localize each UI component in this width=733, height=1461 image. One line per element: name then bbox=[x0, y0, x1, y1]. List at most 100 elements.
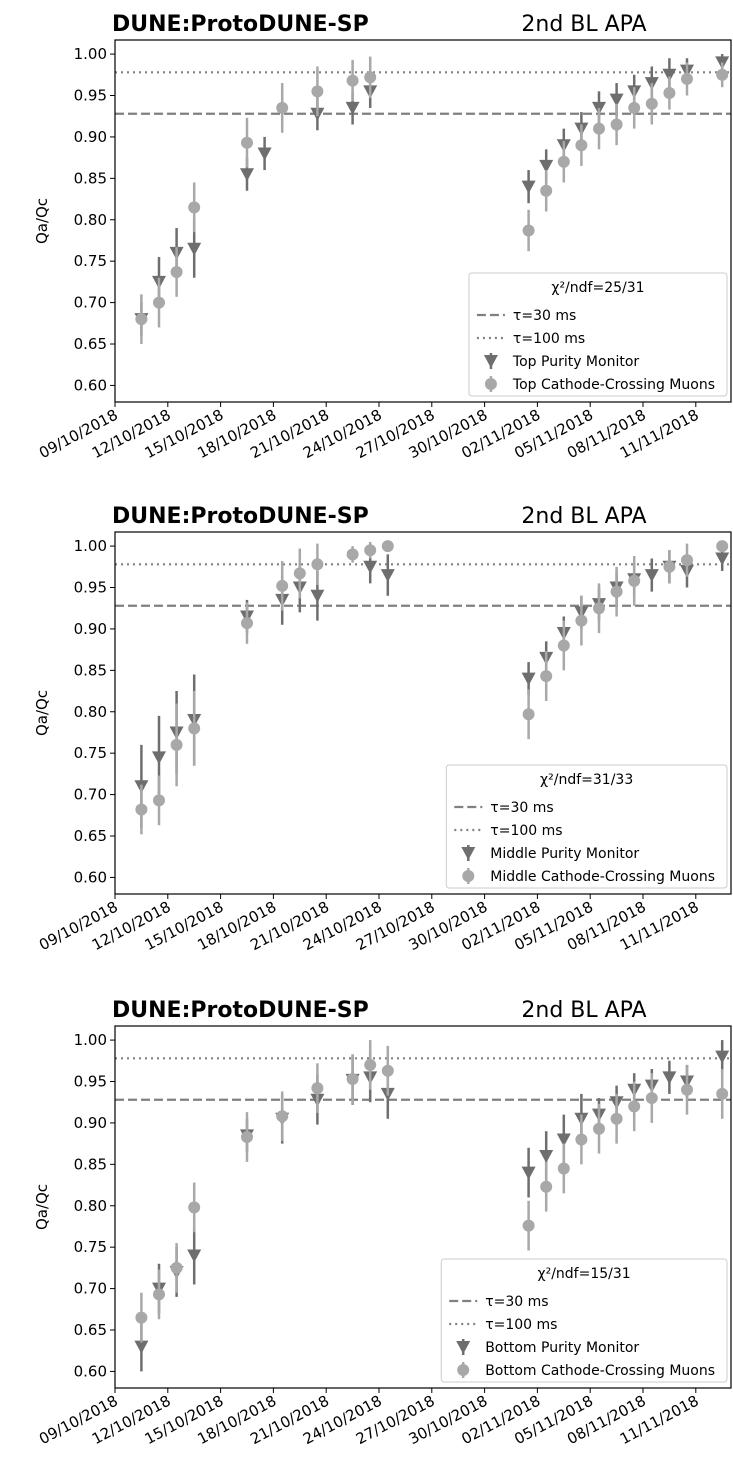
circle-marker bbox=[628, 574, 641, 587]
circle-marker bbox=[645, 97, 658, 110]
triangle-marker bbox=[521, 1166, 536, 1180]
circle-marker bbox=[540, 184, 553, 197]
y-tick-label: 0.90 bbox=[74, 128, 107, 146]
circle-marker bbox=[557, 1162, 570, 1175]
chart-subtitle: 2nd BL APA bbox=[521, 504, 646, 529]
y-tick-label: 0.65 bbox=[74, 1321, 107, 1339]
legend-title: χ²/ndf=15/31 bbox=[538, 1266, 631, 1282]
y-tick-label: 0.80 bbox=[74, 211, 107, 229]
y-tick-label: 0.60 bbox=[74, 1362, 107, 1380]
legend-label: τ=100 ms bbox=[490, 823, 562, 839]
triangle-marker bbox=[152, 751, 166, 765]
circle-marker bbox=[153, 794, 165, 807]
legend-label: Top Cathode-Crossing Muons bbox=[512, 377, 715, 393]
legend-label: Bottom Purity Monitor bbox=[485, 1340, 639, 1356]
circle-marker bbox=[557, 639, 570, 652]
circle-marker bbox=[241, 1131, 253, 1144]
circle-marker bbox=[153, 296, 165, 309]
circle-marker bbox=[346, 548, 359, 561]
panel: DUNE:ProtoDUNE-SP 2nd BL APA Qa/Qc 0.60 0.65… bbox=[33, 12, 732, 462]
plot-frame bbox=[114, 1025, 732, 1389]
y-tick-label: 0.60 bbox=[74, 376, 107, 394]
y-axis-label: Qa/Qc bbox=[33, 198, 51, 244]
y-tick-label: 0.85 bbox=[74, 1155, 107, 1173]
circle-marker bbox=[610, 1112, 623, 1125]
legend-label: Middle Purity Monitor bbox=[490, 846, 639, 862]
y-tick-label: 0.75 bbox=[74, 744, 107, 762]
y-tick-label: 1.00 bbox=[74, 1031, 107, 1049]
circle-marker bbox=[593, 122, 605, 135]
plot-frame bbox=[114, 531, 732, 895]
circle-marker bbox=[188, 201, 201, 214]
circle-marker bbox=[575, 1133, 588, 1146]
circle-marker bbox=[522, 708, 535, 721]
circle-marker bbox=[170, 738, 183, 751]
legend: χ²/ndf=25/31 τ=30 ms τ=100 ms Top Purity Mo… bbox=[468, 272, 728, 397]
chart-title: DUNE:ProtoDUNE-SP bbox=[112, 998, 369, 1023]
circle-marker bbox=[311, 1082, 324, 1095]
y-tick-label: 0.85 bbox=[74, 661, 107, 679]
y-tick-label: 0.80 bbox=[74, 1197, 107, 1215]
circle-marker bbox=[346, 74, 359, 87]
circle-marker bbox=[540, 670, 553, 683]
triangle-marker bbox=[715, 552, 730, 566]
circle-marker bbox=[135, 803, 148, 816]
triangle-marker bbox=[715, 1050, 730, 1064]
chart-subtitle: 2nd BL APA bbox=[521, 12, 646, 37]
triangle-marker bbox=[187, 242, 202, 256]
y-tick-label: 0.70 bbox=[74, 1280, 107, 1298]
y-tick-label: 0.95 bbox=[74, 579, 107, 597]
circle-marker bbox=[575, 614, 588, 627]
circle-marker bbox=[575, 139, 588, 152]
circle-marker bbox=[593, 602, 605, 615]
triangle-marker bbox=[609, 93, 624, 107]
circle-marker bbox=[293, 567, 306, 580]
circle-marker bbox=[346, 1073, 359, 1086]
circle-marker bbox=[716, 1087, 729, 1100]
y-tick-label: 0.95 bbox=[74, 1073, 107, 1091]
y-tick-label: 0.75 bbox=[74, 252, 107, 270]
triangle-marker bbox=[380, 569, 395, 583]
legend-label: Middle Cathode-Crossing Muons bbox=[490, 869, 715, 885]
chart-subtitle: 2nd BL APA bbox=[521, 998, 646, 1023]
y-tick-label: 1.00 bbox=[74, 45, 107, 63]
panel: DUNE:ProtoDUNE-SP 2nd BL APA Qa/Qc 0.60 0.65… bbox=[33, 998, 732, 1448]
circle-marker bbox=[241, 136, 253, 149]
circle-marker bbox=[457, 1364, 470, 1376]
circle-marker bbox=[540, 1180, 553, 1193]
circle-marker bbox=[681, 554, 693, 567]
legend-title: χ²/ndf=31/33 bbox=[540, 772, 633, 788]
circle-marker bbox=[462, 870, 475, 882]
y-tick-label: 0.70 bbox=[74, 294, 107, 312]
y-tick-label: 0.75 bbox=[74, 1238, 107, 1256]
legend-label: τ=30 ms bbox=[485, 1294, 548, 1310]
chart-title: DUNE:ProtoDUNE-SP bbox=[112, 504, 369, 529]
triangle-marker bbox=[483, 355, 498, 368]
circle-marker bbox=[681, 1083, 693, 1096]
circle-marker bbox=[364, 71, 377, 84]
circle-marker bbox=[663, 560, 676, 573]
circle-marker bbox=[681, 72, 693, 85]
triangle-marker bbox=[662, 68, 677, 82]
circle-marker bbox=[522, 224, 535, 237]
triangle-marker bbox=[257, 147, 272, 161]
plot-frame bbox=[114, 39, 732, 403]
circle-marker bbox=[364, 1058, 377, 1071]
legend-box bbox=[468, 272, 728, 397]
triangle-marker bbox=[345, 101, 360, 115]
y-tick-label: 0.90 bbox=[74, 620, 107, 638]
panel: DUNE:ProtoDUNE-SP 2nd BL APA Qa/Qc 0.60 0.65… bbox=[33, 504, 732, 954]
y-tick-label: 0.65 bbox=[74, 827, 107, 845]
circle-marker bbox=[381, 540, 394, 553]
circle-marker bbox=[276, 101, 289, 114]
y-tick-label: 0.80 bbox=[74, 703, 107, 721]
circle-marker bbox=[663, 87, 676, 100]
circle-marker bbox=[170, 265, 183, 278]
circle-marker bbox=[276, 1110, 289, 1123]
circle-marker bbox=[716, 540, 729, 553]
circle-marker bbox=[135, 1311, 148, 1324]
circle-marker bbox=[716, 68, 729, 81]
y-axis-label: Qa/Qc bbox=[33, 1184, 51, 1230]
circle-marker bbox=[170, 1261, 183, 1274]
triangle-marker bbox=[521, 180, 536, 194]
